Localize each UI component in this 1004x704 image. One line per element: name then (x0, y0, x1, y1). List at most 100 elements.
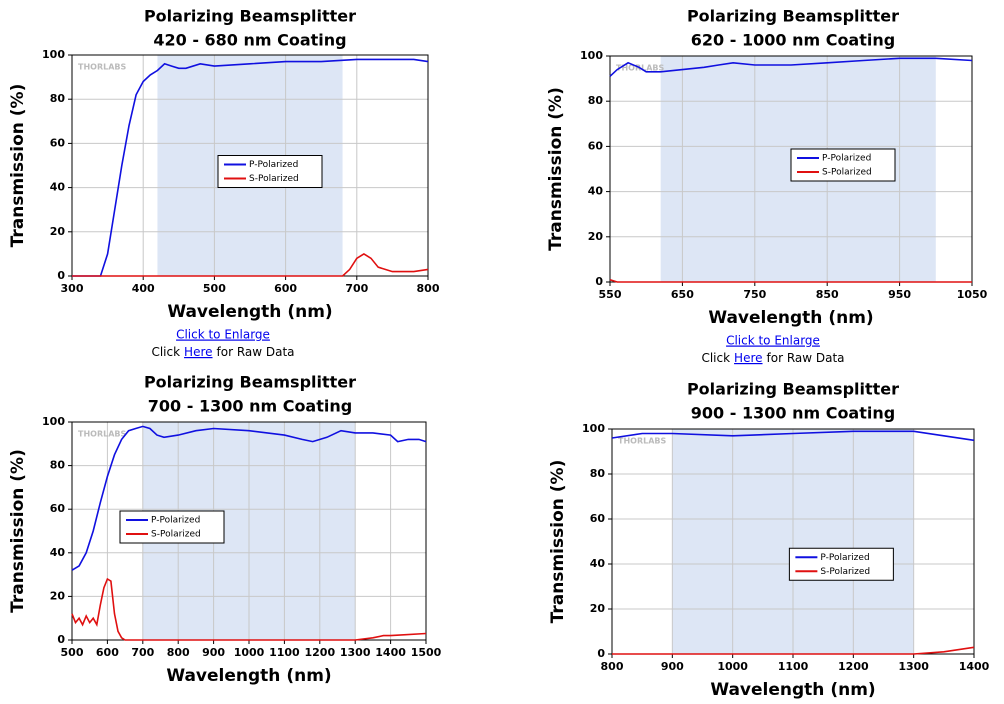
y-tick-label: 100 (580, 49, 603, 62)
x-tick-label: 850 (816, 288, 839, 301)
legend-box (217, 155, 323, 188)
raw-data-note: Click Here for Raw Data (151, 345, 294, 359)
x-tick-label: 1200 (838, 660, 869, 673)
watermark: THORLABS (618, 437, 667, 446)
series-line (72, 252, 429, 277)
y-tick-label: 20 (50, 225, 66, 238)
chart-subtitle: 900 - 1300 nm Coating (691, 404, 895, 423)
series-line (609, 57, 973, 77)
watermark: THORLABS (78, 63, 127, 72)
x-tick-label: 500 (203, 282, 226, 295)
x-tick-label: 1000 (717, 660, 748, 673)
y-tick-label: 40 (590, 557, 606, 570)
y-tick-label: 100 (42, 48, 65, 61)
series-line (612, 646, 975, 655)
legend-label: S-Polarized (822, 168, 872, 178)
series-line (71, 425, 427, 571)
y-tick-label: 0 (597, 647, 605, 660)
raw-data-text: for Raw Data (217, 345, 295, 359)
raw-data-text: Click (151, 345, 180, 359)
series-line (609, 278, 972, 283)
x-tick-label: 400 (132, 282, 155, 295)
y-tick-label: 0 (595, 275, 603, 288)
chart-title: Polarizing Beamsplitter (144, 373, 356, 392)
x-axis-label: Wavelength (nm) (710, 680, 875, 700)
x-tick-label: 1050 (957, 288, 988, 301)
x-tick-label: 900 (661, 660, 684, 673)
y-tick-label: 100 (582, 422, 605, 435)
x-tick-label: 1200 (304, 646, 335, 659)
x-tick-label: 800 (167, 646, 190, 659)
x-axis-label: Wavelength (nm) (708, 308, 873, 328)
y-tick-label: 60 (50, 502, 66, 515)
series-line (611, 430, 975, 442)
y-tick-label: 40 (50, 181, 66, 194)
x-tick-label: 950 (888, 288, 911, 301)
y-tick-label: 40 (50, 546, 66, 559)
legend-box (788, 547, 894, 581)
x-tick-label: 1400 (375, 646, 406, 659)
chart-subtitle: 620 - 1000 nm Coating (691, 31, 895, 50)
raw-data-text: Click (701, 351, 730, 365)
x-tick-label: 1100 (778, 660, 809, 673)
legend-label: S-Polarized (151, 530, 201, 540)
y-tick-label: 20 (50, 589, 66, 602)
x-tick-label: 700 (345, 282, 368, 295)
x-tick-label: 1300 (898, 660, 929, 673)
chart-title: Polarizing Beamsplitter (687, 380, 899, 399)
legend-label: P-Polarized (820, 553, 869, 563)
chart-title: Polarizing Beamsplitter (144, 7, 356, 26)
x-tick-label: 1100 (269, 646, 300, 659)
y-tick-label: 100 (42, 415, 65, 428)
x-tick-label: 750 (743, 288, 766, 301)
x-tick-label: 550 (599, 288, 622, 301)
y-tick-label: 20 (588, 230, 604, 243)
y-tick-label: 20 (590, 602, 606, 615)
legend-label: P-Polarized (151, 516, 200, 526)
x-tick-label: 600 (274, 282, 297, 295)
raw-data-text: for Raw Data (767, 351, 845, 365)
x-tick-label: 800 (601, 660, 624, 673)
y-tick-label: 80 (588, 94, 604, 107)
raw-data-link[interactable]: Here (734, 351, 762, 365)
x-tick-label: 300 (61, 282, 84, 295)
legend-box (790, 148, 896, 182)
x-tick-label: 1400 (959, 660, 990, 673)
x-axis-label: Wavelength (nm) (166, 666, 331, 686)
y-tick-label: 80 (50, 459, 66, 472)
legend-label: S-Polarized (820, 567, 870, 577)
legend-box (119, 510, 225, 544)
enlarge-link[interactable]: Click to Enlarge (176, 328, 270, 342)
y-tick-label: 40 (588, 185, 604, 198)
x-tick-label: 800 (417, 282, 440, 295)
y-axis-label: Transmission (%) (546, 87, 566, 251)
x-tick-label: 1500 (411, 646, 442, 659)
x-tick-label: 500 (61, 646, 84, 659)
chart-subtitle: 700 - 1300 nm Coating (148, 397, 352, 416)
y-tick-label: 80 (50, 92, 66, 105)
chart-subtitle: 420 - 680 nm Coating (153, 31, 346, 50)
series-line (72, 58, 429, 277)
y-tick-label: 60 (588, 139, 604, 152)
y-tick-label: 0 (57, 633, 65, 646)
raw-data-link[interactable]: Here (184, 345, 212, 359)
y-tick-label: 60 (50, 136, 66, 149)
legend-label: P-Polarized (249, 160, 298, 170)
y-tick-label: 0 (57, 269, 65, 282)
chart-title: Polarizing Beamsplitter (687, 7, 899, 26)
series-line (71, 577, 427, 641)
x-tick-label: 600 (96, 646, 119, 659)
watermark: THORLABS (78, 430, 127, 439)
raw-data-note: Click Here for Raw Data (701, 351, 844, 365)
y-tick-label: 80 (590, 467, 606, 480)
y-tick-label: 60 (590, 512, 606, 525)
x-tick-label: 650 (671, 288, 694, 301)
enlarge-link[interactable]: Click to Enlarge (726, 334, 820, 348)
x-tick-label: 700 (131, 646, 154, 659)
legend-label: P-Polarized (822, 154, 871, 164)
legend-label: S-Polarized (249, 174, 299, 184)
y-axis-label: Transmission (%) (548, 460, 568, 624)
y-axis-label: Transmission (%) (8, 449, 28, 613)
